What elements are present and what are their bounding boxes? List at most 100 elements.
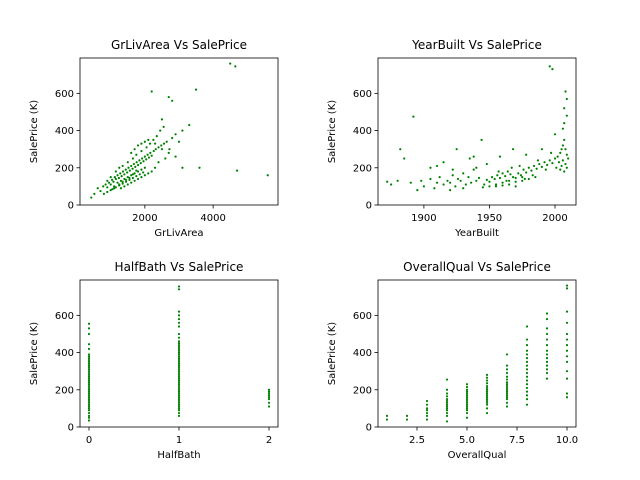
points-grlivarea [90, 62, 269, 199]
point-grlivarea-122 [160, 148, 164, 151]
point-yearbuilt-103 [488, 185, 491, 188]
point-halfbath-19 [87, 381, 91, 384]
point-grlivarea-27 [135, 161, 138, 164]
point-overallqual-4 [425, 418, 429, 421]
point-yearbuilt-118 [553, 133, 557, 136]
point-grlivarea-127 [130, 151, 133, 154]
point-grlivarea-25 [132, 162, 136, 166]
point-overallqual-117 [565, 332, 569, 336]
point-yearbuilt-14 [442, 183, 445, 186]
point-grlivarea-75 [126, 161, 129, 164]
point-grlivarea-111 [106, 190, 109, 194]
point-grlivarea-58 [140, 168, 143, 171]
point-yearbuilt-84 [518, 164, 521, 168]
point-grlivarea-126 [133, 148, 136, 151]
point-grlivarea-57 [136, 170, 140, 173]
x-tick-label-grlivarea-0: 2000 [132, 213, 157, 224]
point-halfbath-58 [177, 379, 181, 382]
point-overallqual-55 [485, 379, 489, 382]
point-yearbuilt-88 [544, 168, 547, 171]
point-yearbuilt-97 [565, 166, 568, 169]
x-axis-label-overallqual: OverallQual [448, 450, 507, 461]
point-yearbuilt-64 [567, 157, 570, 160]
point-yearbuilt-116 [525, 153, 528, 156]
point-halfbath-70 [177, 357, 181, 360]
point-overallqual-22 [445, 392, 449, 395]
point-yearbuilt-57 [556, 155, 559, 158]
point-grlivarea-17 [121, 170, 125, 173]
point-grlivarea-120 [147, 138, 150, 141]
point-grlivarea-117 [128, 176, 131, 180]
point-halfbath-57 [177, 381, 181, 384]
point-overallqual-62 [505, 394, 509, 397]
point-overallqual-9 [425, 403, 429, 406]
point-yearbuilt-68 [565, 97, 568, 101]
point-grlivarea-128 [136, 144, 140, 147]
point-halfbath-63 [177, 370, 181, 373]
point-grlivarea-51 [116, 181, 119, 184]
point-grlivarea-73 [118, 166, 121, 169]
point-overallqual-40 [465, 383, 469, 386]
point-overallqual-29 [465, 405, 469, 408]
chart-overallqual: 2.5 5.0 7.5 10.0 0 200 400 600 OverallQual Vs Sa… [327, 260, 578, 461]
point-grlivarea-45 [168, 148, 171, 151]
point-halfbath-7 [87, 403, 91, 406]
point-halfbath-93 [267, 394, 271, 397]
point-yearbuilt-6 [412, 115, 415, 118]
y-tick-label-grlivarea-3: 600 [55, 89, 74, 100]
point-grlivarea-83 [159, 129, 162, 132]
y-tick-label-yearbuilt-3: 600 [353, 89, 372, 100]
point-yearbuilt-23 [467, 175, 470, 179]
point-yearbuilt-35 [498, 176, 502, 180]
point-yearbuilt-61 [563, 138, 566, 141]
point-grlivarea-3 [99, 189, 102, 193]
point-yearbuilt-53 [546, 163, 549, 167]
point-grlivarea-112 [111, 188, 114, 191]
point-yearbuilt-89 [549, 151, 553, 154]
point-overallqual-75 [505, 353, 509, 356]
point-grlivarea-116 [124, 178, 128, 181]
point-overallqual-70 [505, 378, 509, 381]
point-overallqual-67 [505, 384, 509, 388]
point-overallqual-6 [425, 411, 429, 415]
point-halfbath-56 [177, 383, 181, 386]
point-overallqual-106 [545, 317, 549, 321]
point-halfbath-5 [87, 407, 91, 410]
x-tick-label-yearbuilt-2: 2000 [542, 213, 567, 224]
point-overallqual-35 [465, 394, 469, 397]
point-yearbuilt-62 [564, 148, 567, 151]
point-grlivarea-48 [177, 140, 181, 143]
point-halfbath-36 [87, 343, 91, 346]
point-overallqual-20 [445, 397, 449, 401]
point-yearbuilt-106 [508, 179, 511, 182]
point-halfbath-51 [177, 392, 181, 395]
point-overallqual-71 [505, 375, 509, 378]
point-halfbath-77 [177, 344, 181, 347]
point-yearbuilt-11 [433, 187, 436, 190]
point-grlivarea-76 [131, 157, 135, 160]
point-halfbath-40 [177, 414, 181, 417]
point-yearbuilt-119 [565, 114, 568, 117]
point-halfbath-73 [177, 351, 181, 354]
point-yearbuilt-100 [449, 189, 452, 192]
point-grlivarea-32 [142, 160, 145, 163]
point-yearbuilt-17 [451, 174, 454, 177]
point-halfbath-80 [177, 336, 181, 339]
point-overallqual-8 [425, 407, 429, 410]
point-grlivarea-97 [154, 166, 157, 169]
point-overallqual-111 [565, 370, 569, 373]
point-halfbath-17 [87, 384, 91, 388]
chart-halfbath: 0 1 2 0 200 400 600 HalfBath Vs SalePrice HalfBa… [29, 260, 279, 461]
point-grlivarea-92 [181, 166, 184, 169]
point-grlivarea-108 [147, 172, 150, 175]
point-overallqual-66 [505, 386, 509, 390]
y-axis-label-halfbath: SalePrice (K) [29, 322, 40, 385]
point-halfbath-41 [177, 411, 181, 415]
point-grlivarea-50 [113, 185, 116, 188]
point-yearbuilt-80 [494, 185, 498, 188]
point-halfbath-84 [177, 317, 181, 321]
point-grlivarea-26 [134, 165, 137, 168]
point-yearbuilt-25 [472, 168, 475, 171]
y-axis-label-grlivarea: SalePrice (K) [29, 100, 40, 163]
y-tick-label-grlivarea-0: 0 [68, 201, 74, 212]
